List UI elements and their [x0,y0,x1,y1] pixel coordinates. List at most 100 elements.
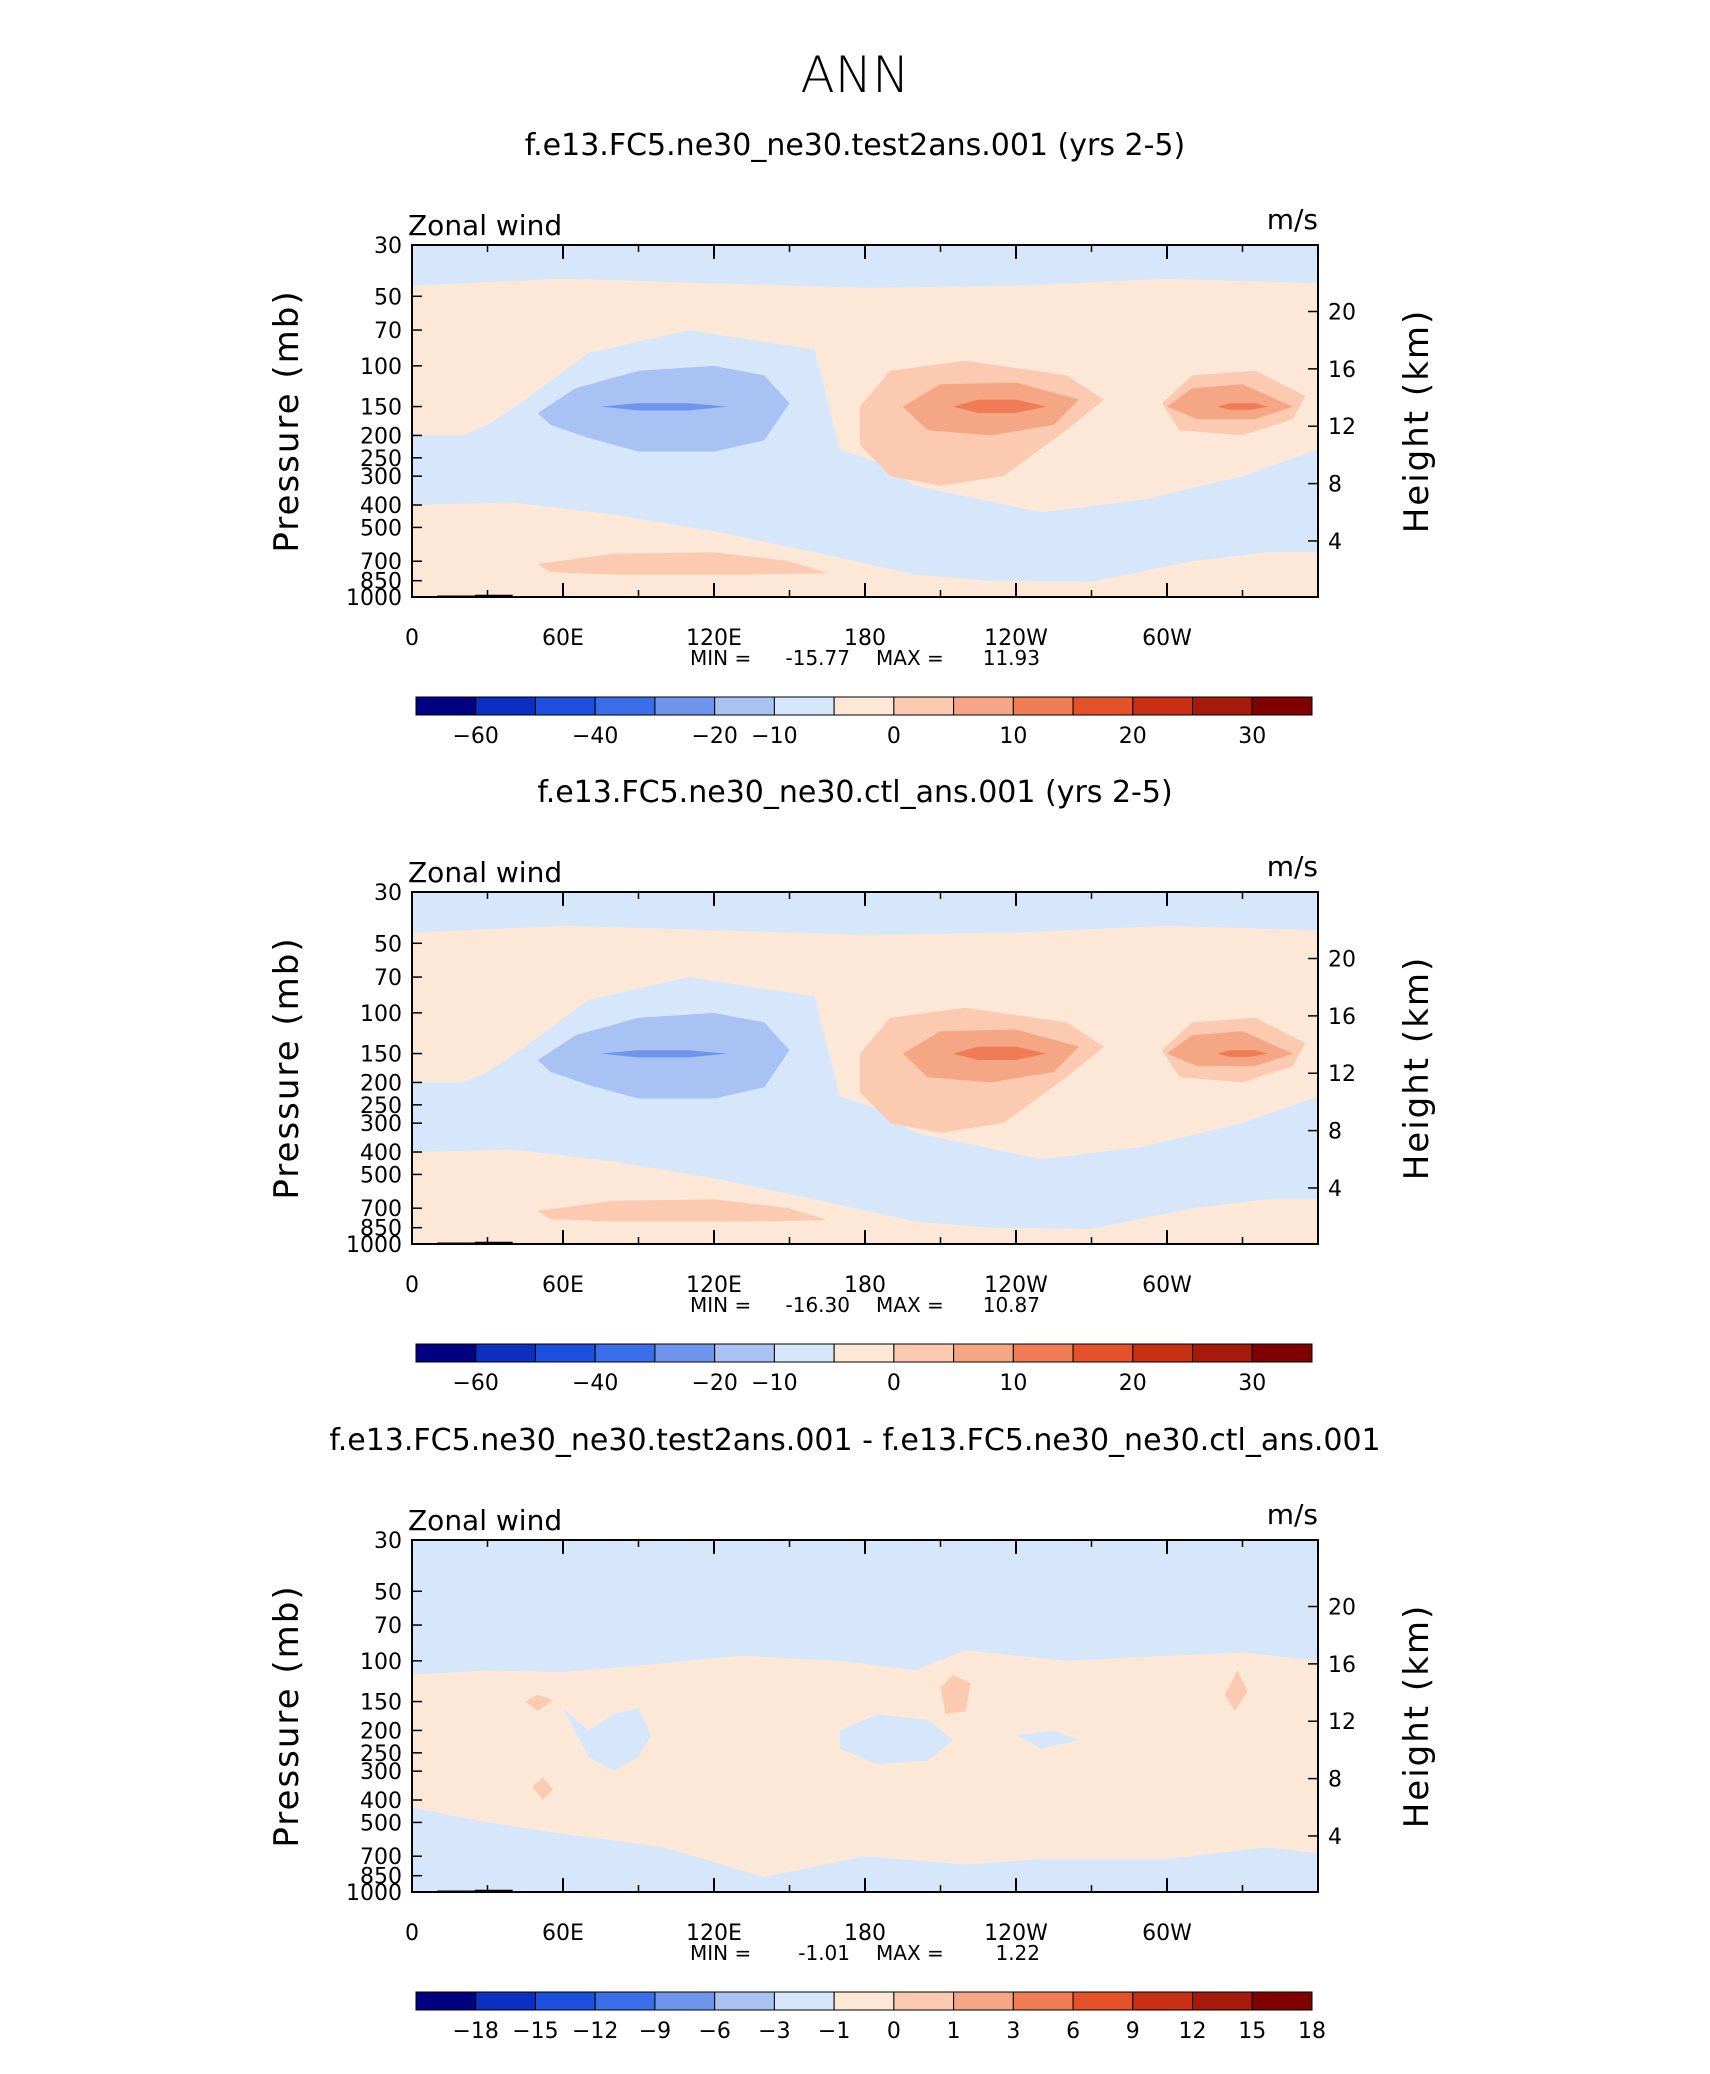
contour-region [412,278,1318,513]
contour-region [953,399,1047,413]
y-tick-label: 1000 [346,586,402,611]
colorbar-label: 0 [887,724,901,749]
colorbar-box [594,1991,656,2011]
variable-label: Zonal wind [408,209,562,242]
y-tick-label: 150 [360,1691,402,1716]
x-tick-label: 0 [405,626,419,651]
contour-region [839,1714,954,1765]
colorbar-box [1072,696,1134,716]
colorbar-box [654,1991,716,2011]
colorbar-box [893,1343,955,1363]
colorbar-label: −20 [691,1371,737,1396]
colorbar-label: −40 [572,1371,618,1396]
y-tick-label: 1000 [346,1233,402,1258]
colorbar-box [1192,696,1253,716]
y-tick-label: 700 [360,1197,402,1222]
contour-region [940,1674,971,1715]
colorbar-box [714,696,775,716]
contour-region [1217,1050,1268,1057]
colorbar-label: 9 [1126,2019,1140,2044]
y-right-tick-label: 12 [1328,415,1356,440]
y-axis-title: Pressure (mb) [267,936,307,1199]
y-tick-label: 400 [360,1141,402,1166]
y-tick-label: 200 [360,1719,402,1744]
y-right-tick-label: 20 [1328,1596,1356,1621]
colorbar-box [1251,1343,1313,1363]
y-right-tick-label: 12 [1328,1062,1356,1087]
y-tick-label: 30 [374,1529,402,1554]
contour-field [412,245,1318,597]
contour-region [600,403,727,411]
y-right-axis-title: Height (km) [1397,1604,1437,1829]
contour-region [1016,1730,1079,1749]
figure-title: ANN [800,46,909,104]
colorbar-box [833,696,895,716]
colorbar-box [594,696,656,716]
y-right-tick-label: 16 [1328,1653,1356,1678]
y-right-tick-label: 8 [1328,1120,1342,1145]
contour-region [412,1650,1318,1877]
panel-1: f.e13.FC5.ne30_ne30.test2ans.001 (yrs 2-… [267,128,1437,749]
colorbar-box [534,696,596,716]
colorbar-box [534,1991,596,2011]
x-tick-label: 60W [1142,1273,1192,1298]
y-right-tick-label: 12 [1328,1710,1356,1735]
max-value: 10.87 [983,1293,1040,1317]
panel-3: f.e13.FC5.ne30_ne30.test2ans.001 - f.e13… [267,1423,1437,2044]
panels: f.e13.FC5.ne30_ne30.test2ans.001 (yrs 2-… [267,128,1437,2044]
colorbar-box [833,1343,895,1363]
colorbar-box [1132,1991,1194,2011]
max-label: MAX = [876,646,944,670]
y-tick-label: 700 [360,550,402,575]
y-tick-label: 850 [360,1217,402,1242]
y-axis-title: Pressure (mb) [267,289,307,552]
y-tick-label: 250 [360,1094,402,1119]
colorbar-box [415,1991,477,2011]
y-tick-label: 100 [360,1002,402,1027]
colorbar-label: −3 [758,2019,790,2044]
colorbar-label: 18 [1298,2019,1326,2044]
y-right-axis-title: Height (km) [1397,309,1437,534]
variable-label: Zonal wind [408,1504,562,1537]
x-tick-label: 60W [1142,626,1192,651]
min-value: -1.01 [798,1941,850,1965]
colorbar-label: 30 [1238,1371,1266,1396]
colorbar-label: 3 [1006,2019,1020,2044]
y-right-tick-label: 20 [1328,301,1356,326]
colorbar-box [475,1343,536,1363]
colorbar-box [833,1991,895,2011]
y-tick-label: 150 [360,1043,402,1068]
x-tick-label: 120E [686,1921,742,1946]
units-label: m/s [1267,1498,1318,1531]
contour-region [525,1694,553,1712]
y-tick-label: 700 [360,1845,402,1870]
colorbar-box [594,1343,656,1363]
colorbar-box [893,696,955,716]
colorbar-box [773,1343,835,1363]
y-tick-label: 50 [374,285,402,310]
contour-region [537,552,828,575]
max-label: MAX = [876,1293,944,1317]
y-tick-label: 200 [360,424,402,449]
colorbar-label: 10 [999,724,1027,749]
x-tick-label: 180 [844,1273,886,1298]
colorbar-box [1192,1991,1253,2011]
contour-region [563,1708,652,1772]
min-value: -16.30 [786,1293,850,1317]
y-tick-label: 50 [374,932,402,957]
colorbar-label: −9 [639,2019,671,2044]
y-right-axis-title: Height (km) [1397,956,1437,1181]
y-tick-label: 300 [360,1760,402,1785]
colorbar-label: −10 [751,724,797,749]
y-right-tick-label: 8 [1328,473,1342,498]
contour-region [412,925,1318,1160]
y-tick-label: 200 [360,1071,402,1096]
colorbar-box [1072,1343,1134,1363]
units-label: m/s [1267,203,1318,236]
x-tick-label: 120W [984,1921,1048,1946]
colorbar-box [415,696,477,716]
min-label: MIN = [690,1941,751,1965]
colorbar-box [1072,1991,1134,2011]
y-right-tick-label: 8 [1328,1768,1342,1793]
